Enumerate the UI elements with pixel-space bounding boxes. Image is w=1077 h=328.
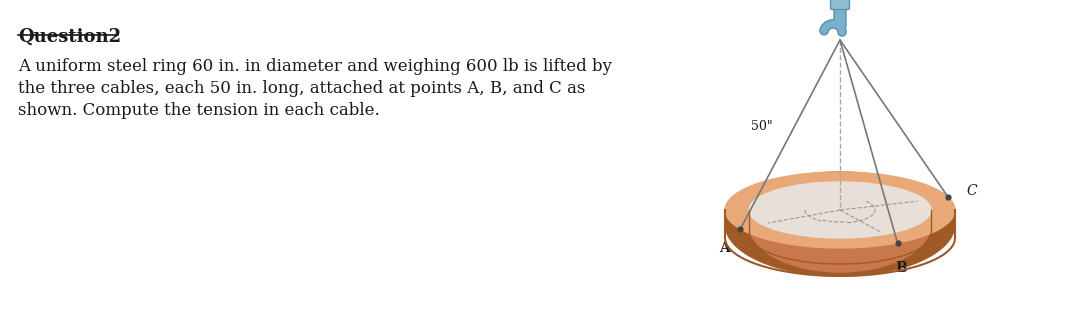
Text: 30°: 30°: [788, 201, 808, 211]
Text: A: A: [719, 241, 730, 255]
Text: the three cables, each 50 in. long, attached at points A, B, and C as: the three cables, each 50 in. long, atta…: [18, 80, 586, 97]
Text: 90°: 90°: [838, 221, 858, 231]
FancyBboxPatch shape: [834, 5, 847, 27]
Text: B: B: [896, 261, 908, 275]
Text: shown. Compute the tension in each cable.: shown. Compute the tension in each cable…: [18, 102, 380, 119]
FancyBboxPatch shape: [830, 0, 850, 10]
Ellipse shape: [725, 172, 955, 248]
Ellipse shape: [725, 172, 955, 276]
Ellipse shape: [749, 176, 931, 272]
Ellipse shape: [749, 182, 931, 238]
Text: 120°: 120°: [896, 203, 923, 213]
Text: A uniform steel ring 60 in. in diameter and weighing 600 lb is lifted by: A uniform steel ring 60 in. in diameter …: [18, 58, 612, 75]
Text: C: C: [966, 184, 977, 198]
Text: Question2: Question2: [18, 28, 121, 46]
Text: 50": 50": [752, 120, 773, 133]
